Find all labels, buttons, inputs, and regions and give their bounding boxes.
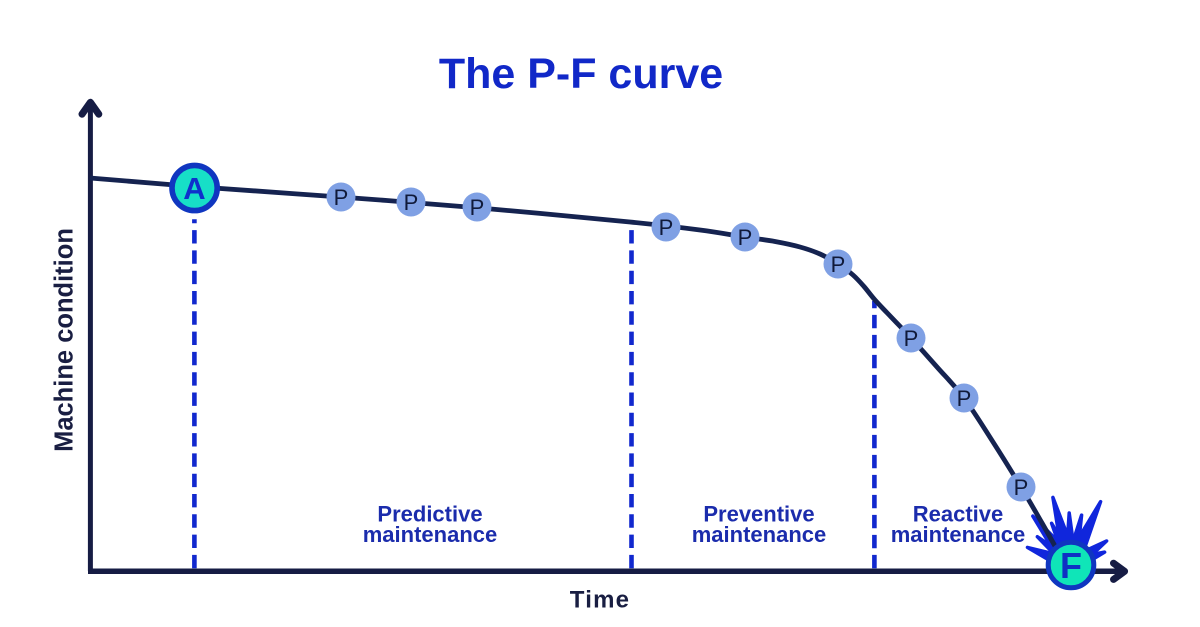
svg-text:Predictive: Predictive xyxy=(377,502,482,527)
svg-text:Machine condition: Machine condition xyxy=(51,228,79,452)
svg-text:P: P xyxy=(831,252,846,277)
svg-text:P: P xyxy=(470,195,485,220)
svg-text:maintenance: maintenance xyxy=(363,522,498,547)
svg-text:maintenance: maintenance xyxy=(692,522,827,547)
svg-text:P: P xyxy=(334,185,349,210)
svg-text:maintenance: maintenance xyxy=(891,522,1026,547)
svg-text:Time: Time xyxy=(570,587,630,614)
svg-text:F: F xyxy=(1060,545,1082,586)
svg-text:P: P xyxy=(404,190,419,215)
svg-text:P: P xyxy=(904,326,919,351)
svg-text:A: A xyxy=(183,171,205,206)
svg-text:Preventive: Preventive xyxy=(703,502,814,527)
svg-text:P: P xyxy=(738,225,753,250)
svg-text:P: P xyxy=(659,215,674,240)
svg-text:P: P xyxy=(1014,475,1029,500)
svg-text:P: P xyxy=(957,386,972,411)
svg-text:The P-F curve: The P-F curve xyxy=(439,50,723,98)
svg-text:Reactive: Reactive xyxy=(913,502,1004,527)
